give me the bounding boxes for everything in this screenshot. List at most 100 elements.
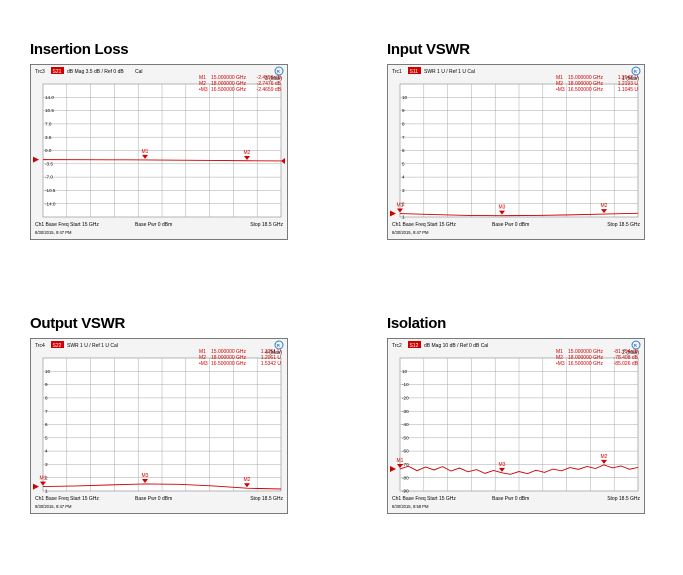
y-tick-label: 3	[45, 462, 48, 467]
panel-isolation: Isolation Trc2 S12 dB Mag 10 dB / Ref 0 dB…	[387, 314, 647, 514]
y-tick-label: -80	[402, 475, 409, 480]
cal-label: Cal	[135, 69, 143, 75]
chart-svg: Trc4 S22 SWR 1 U / Ref 1 U Cal 4 (Max) R 10 9 8…	[33, 340, 284, 509]
rohde-schwarz-logo-icon	[274, 340, 284, 350]
footer-power: Base Pwr 0 dBm	[492, 222, 529, 228]
param-badge-text: S11	[410, 69, 419, 75]
marker-flag-label: M1	[142, 149, 149, 155]
y-tick-label: -7.0	[45, 175, 53, 180]
y-tick-label: 5	[402, 161, 405, 166]
trace-line	[399, 464, 639, 475]
y-tick-label: 8	[45, 396, 48, 401]
param-badge	[51, 341, 64, 348]
marker-triangle	[244, 155, 250, 160]
y-tick-label: 7.0	[45, 122, 52, 127]
y-tick-label: 1	[45, 489, 48, 494]
y-tick-label: -14.0	[45, 201, 56, 206]
y-tick-label: -10.5	[45, 188, 56, 193]
y-tick-label: 10	[402, 95, 408, 100]
y-tick-label: -3.5	[45, 161, 53, 166]
marker-readout-id: M2	[556, 81, 563, 87]
chart-svg: Trc3 S21 dB Mag 3.5 dB / Ref 0 dB Cal 3 (Max…	[33, 66, 285, 235]
marker-flag-label: M2	[244, 150, 251, 156]
marker-readout-id: M1	[556, 349, 563, 355]
max-label: 2 (Max)	[622, 350, 639, 356]
footer-start: Ch1 Base Freq Start 15 GHz	[35, 222, 99, 228]
reference-arrow	[33, 156, 39, 163]
marker-readout-freq: 15.000000 GHz	[568, 349, 604, 355]
footer-stop: Stop 18.5 GHz	[607, 496, 640, 502]
max-label: 1 (Max)	[622, 76, 639, 82]
chart-svg: Trc1 S11 SWR 1 U / Ref 1 U Cal 1 (Max) R 10 9 8…	[390, 66, 641, 235]
marker-triangle	[601, 209, 607, 214]
marker-readout-freq: 18.000000 GHz	[568, 81, 604, 87]
panel-input-vswr: Input VSWR Trc1 S11 SWR 1 U / Ref 1 U Cal 1…	[387, 40, 647, 240]
footer-start: Ch1 Base Freq Start 15 GHz	[392, 222, 456, 228]
reference-arrow	[390, 465, 396, 472]
marker-readout-freq: 16.500000 GHz	[568, 361, 604, 367]
marker-readout-value: 1.3251 U	[261, 349, 282, 355]
trace-label: Trc3	[35, 69, 45, 75]
max-label: 3 (Max)	[265, 76, 282, 82]
footer-start: Ch1 Base Freq Start 15 GHz	[392, 496, 456, 502]
marker-readout-freq: 15.000000 GHz	[568, 75, 604, 81]
panel-title: Isolation	[387, 315, 446, 332]
marker-triangle	[40, 481, 46, 486]
param-badge	[408, 341, 421, 348]
marker-readout-freq: 15.000000 GHz	[211, 349, 247, 355]
marker-readout-freq: 18.000000 GHz	[211, 355, 247, 361]
end-arrow	[281, 157, 285, 164]
trace-label: Trc1	[392, 69, 402, 75]
y-tick-label: -30	[402, 409, 409, 414]
trace-line	[42, 483, 282, 490]
marker-readout-value: 1.2061 U	[261, 355, 282, 361]
timestamp: 8/30/2015, 9:47 PM	[35, 230, 72, 235]
logo-glyph: R	[277, 69, 281, 74]
y-tick-label: 0.0	[45, 148, 52, 153]
footer-start: Ch1 Base Freq Start 15 GHz	[35, 496, 99, 502]
marker-readout-value: 1.2193 U	[618, 81, 639, 87]
reference-arrow	[33, 483, 39, 490]
param-badge	[408, 67, 421, 74]
marker-readout-freq: 16.500000 GHz	[568, 87, 604, 93]
marker-readout-id: M2	[556, 355, 563, 361]
y-tick-label: 9	[45, 382, 48, 387]
marker-readout-value: -2.4659 dB	[257, 87, 282, 93]
y-tick-label: 10.5	[45, 108, 54, 113]
y-tick-label: 2	[402, 201, 405, 206]
rohde-schwarz-logo-icon	[631, 340, 641, 350]
y-tick-label: -10	[402, 382, 409, 387]
y-tick-label: 9	[402, 108, 405, 113]
footer-power: Base Pwr 0 dBm	[135, 496, 172, 502]
param-badge	[51, 67, 64, 74]
format-label: SWR 1 U / Ref 1 U Cal	[67, 343, 118, 349]
trace-line	[399, 212, 639, 217]
marker-flag-label: M3	[499, 462, 506, 468]
y-tick-label: 14.0	[45, 95, 54, 100]
rohde-schwarz-logo-icon	[631, 66, 641, 76]
analyzer-frame: Trc4 S22 SWR 1 U / Ref 1 U Cal 4 (Max) R 10 9 8…	[30, 338, 288, 514]
analyzer-frame: Trc3 S21 dB Mag 3.5 dB / Ref 0 dB Cal 3 (Max…	[30, 64, 288, 240]
marker-flag-label: M1	[397, 203, 404, 209]
timestamp: 8/30/2015, 9:47 PM	[35, 504, 72, 509]
analyzer-frame: Trc2 S12 dB Mag 10 dB / Ref 0 dB Cal 2 (Max…	[387, 338, 645, 514]
y-tick-label: 10	[402, 369, 408, 374]
analyzer-frame: Trc1 S11 SWR 1 U / Ref 1 U Cal 1 (Max) R 10 9 8…	[387, 64, 645, 240]
marker-triangle	[397, 208, 403, 213]
marker-flag-label: M2	[601, 454, 608, 460]
y-tick-label: -60	[402, 449, 409, 454]
y-tick-label: 5	[45, 435, 48, 440]
y-tick-label: 3	[402, 188, 405, 193]
y-tick-label: 10	[45, 369, 51, 374]
marker-readout-value: 1.5342 U	[261, 361, 282, 367]
param-badge-text: S21	[53, 69, 62, 75]
marker-readout-id: M1	[199, 349, 206, 355]
panel-title: Insertion Loss	[30, 41, 129, 58]
marker-triangle	[601, 459, 607, 464]
format-label: SWR 1 U / Ref 1 U Cal	[424, 69, 475, 75]
y-tick-label: -90	[402, 489, 409, 494]
marker-triangle	[499, 210, 505, 215]
timestamp: 8/30/2015, 9:58 PM	[392, 504, 429, 509]
format-label: dB Mag 10 dB / Ref 0 dB Cal	[424, 343, 488, 349]
trace-label: Trc4	[35, 343, 45, 349]
